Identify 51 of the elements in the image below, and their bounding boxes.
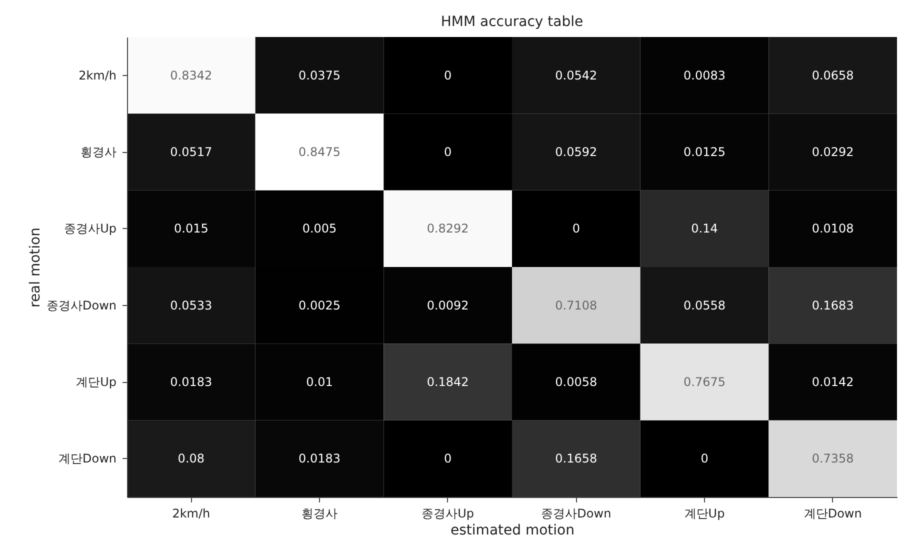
data-label: 0.005 bbox=[302, 222, 337, 236]
x-tick-label: 계단Up bbox=[684, 506, 725, 520]
data-label: 0.7358 bbox=[812, 452, 854, 466]
y-axis-title: real motion bbox=[28, 227, 44, 308]
data-label: 0.1842 bbox=[426, 375, 469, 389]
data-label: 0.0058 bbox=[555, 375, 598, 389]
data-label: 0.1683 bbox=[812, 298, 854, 312]
data-label: 0.8475 bbox=[298, 145, 340, 159]
y-tick-label: 횡경사 bbox=[80, 145, 116, 159]
data-label: 0.0142 bbox=[812, 375, 854, 389]
y-tick-label: 종경사Down bbox=[46, 298, 116, 312]
data-label: 0.015 bbox=[174, 222, 208, 236]
data-label: 0.1658 bbox=[555, 452, 598, 466]
data-label: 0.0025 bbox=[298, 298, 340, 312]
data-label: 0.0533 bbox=[170, 298, 212, 312]
data-label: 0 bbox=[444, 452, 452, 466]
x-tick-label: 횡경사 bbox=[302, 506, 338, 520]
data-label: 0.0183 bbox=[298, 452, 340, 466]
data-label: 0 bbox=[572, 222, 580, 236]
data-label: 0.8292 bbox=[426, 222, 469, 236]
y-tick-label: 종경사Up bbox=[64, 222, 116, 236]
y-tick-label: 계단Down bbox=[58, 452, 116, 466]
data-label: 0 bbox=[444, 68, 452, 82]
data-label: 0.0108 bbox=[812, 222, 854, 236]
x-axis-title: estimated motion bbox=[450, 522, 574, 538]
data-label: 0 bbox=[444, 145, 452, 159]
data-label: 0.0375 bbox=[298, 68, 340, 82]
y-tick-label: 2km/h bbox=[78, 68, 116, 82]
data-label: 0.0125 bbox=[684, 145, 726, 159]
data-label: 0.7675 bbox=[684, 375, 726, 389]
data-label: 0.0592 bbox=[555, 145, 598, 159]
chart-title: HMM accuracy table bbox=[440, 14, 584, 30]
data-label: 0.08 bbox=[178, 452, 205, 466]
data-label: 0.7108 bbox=[555, 298, 598, 312]
data-label: 0 bbox=[700, 452, 708, 466]
data-label: 0.0292 bbox=[812, 145, 854, 159]
data-label: 0.0517 bbox=[170, 145, 212, 159]
x-tick-label: 계단Down bbox=[804, 506, 862, 520]
data-label: 0.0542 bbox=[555, 68, 598, 82]
data-label: 0.0183 bbox=[170, 375, 212, 389]
x-tick-label: 종경사Up bbox=[422, 506, 474, 520]
x-tick-label: 종경사Down bbox=[541, 506, 612, 520]
data-label: 0.0083 bbox=[684, 68, 726, 82]
data-label: 0.0092 bbox=[426, 298, 469, 312]
x-tick-label: 2km/h bbox=[172, 506, 210, 520]
data-label: 0.0558 bbox=[684, 298, 726, 312]
y-tick-label: 계단Up bbox=[76, 375, 116, 389]
data-label: 0.14 bbox=[691, 222, 718, 236]
data-label: 0.0658 bbox=[812, 68, 854, 82]
data-label: 0.01 bbox=[306, 375, 333, 389]
data-label: 0.8342 bbox=[170, 68, 212, 82]
